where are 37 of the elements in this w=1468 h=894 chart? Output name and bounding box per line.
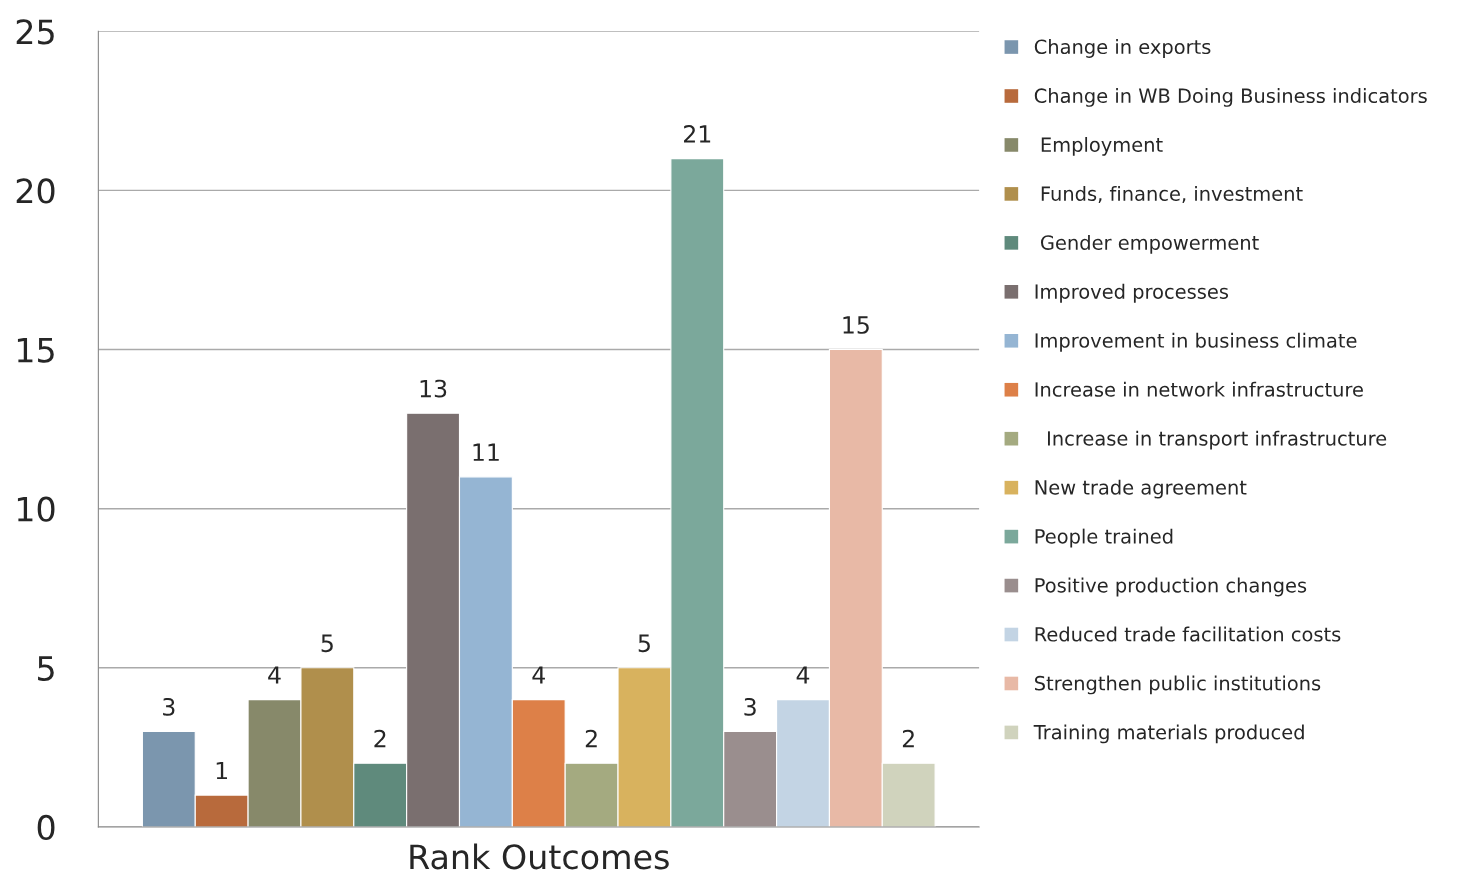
- y-tick-label: 15: [17, 337, 54, 363]
- legend-label: Employment: [1041, 136, 1163, 156]
- legend-label: Change in exports: [1034, 39, 1211, 58]
- legend-label: Gender empowerment: [1040, 234, 1259, 254]
- legend-label: People trained: [1035, 528, 1173, 548]
- legend-label: Increase in network infrastructure: [1035, 381, 1363, 397]
- data-label: 2: [374, 729, 386, 748]
- legend-label: Change in WB Doing Business indicators: [1034, 88, 1427, 107]
- y-tick-label: 5: [38, 656, 54, 681]
- data-label: 5: [638, 634, 650, 653]
- data-label: 11: [473, 443, 499, 461]
- legend-label: Reduced trade facilitation costs: [1035, 626, 1341, 642]
- data-label: 15: [843, 316, 869, 334]
- data-label: 3: [163, 697, 175, 716]
- legend-label: Improvement in business climate: [1035, 332, 1357, 352]
- data-label: 2: [585, 729, 597, 748]
- data-label: 21: [684, 125, 711, 143]
- x-tick-label: Rank Outcomes: [410, 843, 669, 870]
- data-label: 13: [420, 379, 447, 398]
- y-tick-label: 10: [17, 496, 55, 522]
- data-label: 4: [796, 666, 810, 684]
- y-tick-label: 20: [16, 178, 55, 204]
- legend-label: Training materials produced: [1033, 724, 1304, 744]
- data-label: 3: [744, 697, 756, 716]
- legend-label: Funds, finance, investment: [1041, 185, 1303, 203]
- legend-label: Increase in transport infrastructure: [1047, 430, 1387, 450]
- data-label: 1: [216, 761, 227, 780]
- y-tick-label: 25: [16, 19, 54, 45]
- data-label: 4: [532, 666, 545, 684]
- legend-label: Improved processes: [1035, 283, 1229, 303]
- data-label: 4: [268, 666, 281, 684]
- y-tick-label: 0: [37, 814, 55, 841]
- legend-label: Strengthen public institutions: [1035, 675, 1321, 695]
- legend-label: New trade agreement: [1035, 479, 1247, 499]
- legend-label: Positive production changes: [1035, 577, 1307, 597]
- data-label: 5: [321, 634, 333, 653]
- data-label: 2: [902, 729, 914, 748]
